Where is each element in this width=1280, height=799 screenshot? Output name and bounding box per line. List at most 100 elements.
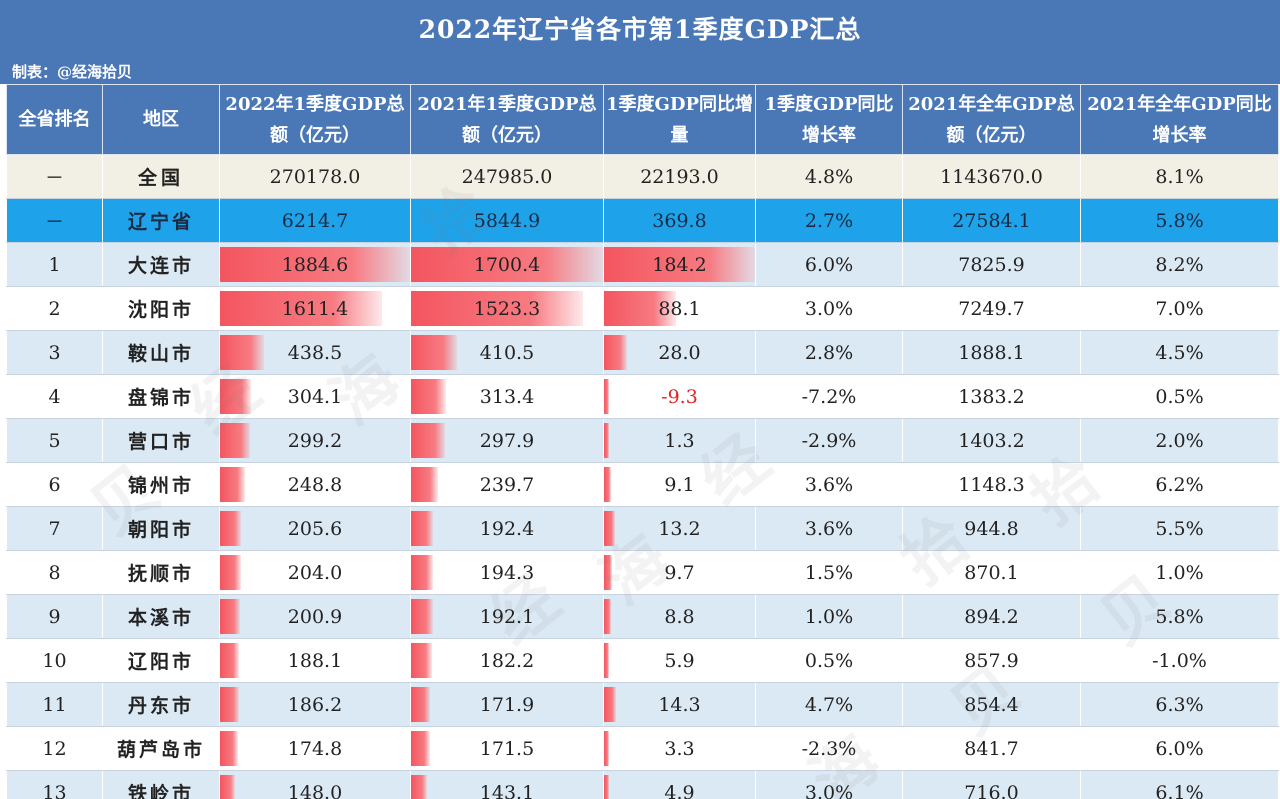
growth-cell[interactable]: 1.5% [755,550,903,595]
gdp-2021q1-cell[interactable]: 143.1 [410,770,604,799]
rank-cell[interactable]: 10 [6,638,103,683]
gdp-2021-cell[interactable]: 854.4 [902,682,1081,727]
column-header-4[interactable]: 2021年1季度GDP总额（亿元） [410,84,604,155]
rank-cell[interactable]: 8 [6,550,103,595]
rank-cell[interactable]: 6 [6,462,103,507]
gdp-2021q1-cell[interactable]: 1523.3 [410,286,604,331]
increase-cell[interactable]: -9.3 [603,374,756,419]
growth-cell[interactable]: -2.3% [755,726,903,771]
region-cell[interactable]: 沈阳市 [102,286,220,331]
growth-2021-cell[interactable]: 6.1% [1080,770,1279,799]
gdp-2021q1-cell[interactable]: 297.9 [410,418,604,463]
gdp-2021q1-cell[interactable]: 171.5 [410,726,604,771]
gdp-2021q1-cell[interactable]: 5844.9 [410,198,604,243]
gdp-2022q1-cell[interactable]: 1611.4 [219,286,411,331]
rank-cell[interactable]: 1 [6,242,103,287]
region-cell[interactable]: 大连市 [102,242,220,287]
region-cell[interactable]: 铁岭市 [102,770,220,799]
gdp-2022q1-cell[interactable]: 248.8 [219,462,411,507]
increase-cell[interactable]: 4.9 [603,770,756,799]
gdp-2021q1-cell[interactable]: 1700.4 [410,242,604,287]
rank-cell[interactable]: － [6,154,103,199]
growth-cell[interactable]: 2.8% [755,330,903,375]
gdp-2021-cell[interactable]: 7825.9 [902,242,1081,287]
gdp-2022q1-cell[interactable]: 200.9 [219,594,411,639]
growth-2021-cell[interactable]: 8.2% [1080,242,1279,287]
region-cell[interactable]: 辽宁省 [102,198,220,243]
growth-2021-cell[interactable]: -1.0% [1080,638,1279,683]
region-cell[interactable]: 鞍山市 [102,330,220,375]
growth-cell[interactable]: 1.0% [755,594,903,639]
region-cell[interactable]: 葫芦岛市 [102,726,220,771]
gdp-2021-cell[interactable]: 870.1 [902,550,1081,595]
increase-cell[interactable]: 5.9 [603,638,756,683]
gdp-2021q1-cell[interactable]: 192.1 [410,594,604,639]
growth-2021-cell[interactable]: 5.8% [1080,198,1279,243]
growth-2021-cell[interactable]: 4.5% [1080,330,1279,375]
gdp-2022q1-cell[interactable]: 438.5 [219,330,411,375]
column-header-7[interactable]: 2021年全年GDP总额（亿元） [902,84,1081,155]
rank-cell[interactable]: 12 [6,726,103,771]
gdp-2021-cell[interactable]: 1383.2 [902,374,1081,419]
gdp-2022q1-cell[interactable]: 204.0 [219,550,411,595]
rank-cell[interactable]: 11 [6,682,103,727]
increase-cell[interactable]: 184.2 [603,242,756,287]
gdp-2022q1-cell[interactable]: 1884.6 [219,242,411,287]
gdp-2022q1-cell[interactable]: 304.1 [219,374,411,419]
rank-cell[interactable]: 3 [6,330,103,375]
region-cell[interactable]: 抚顺市 [102,550,220,595]
growth-2021-cell[interactable]: 6.0% [1080,726,1279,771]
growth-2021-cell[interactable]: 6.3% [1080,682,1279,727]
region-cell[interactable]: 丹东市 [102,682,220,727]
growth-2021-cell[interactable]: 7.0% [1080,286,1279,331]
region-cell[interactable]: 锦州市 [102,462,220,507]
gdp-2022q1-cell[interactable]: 6214.7 [219,198,411,243]
increase-cell[interactable]: 28.0 [603,330,756,375]
growth-2021-cell[interactable]: 5.5% [1080,506,1279,551]
column-header-8[interactable]: 2021年全年GDP同比增长率 [1080,84,1279,155]
growth-cell[interactable]: 3.6% [755,462,903,507]
growth-2021-cell[interactable]: 6.2% [1080,462,1279,507]
column-header-3[interactable]: 2022年1季度GDP总额（亿元） [219,84,411,155]
growth-2021-cell[interactable]: 5.8% [1080,594,1279,639]
increase-cell[interactable]: 13.2 [603,506,756,551]
gdp-2021q1-cell[interactable]: 171.9 [410,682,604,727]
growth-cell[interactable]: 6.0% [755,242,903,287]
rank-cell[interactable]: 4 [6,374,103,419]
increase-cell[interactable]: 88.1 [603,286,756,331]
gdp-2021-cell[interactable]: 1403.2 [902,418,1081,463]
gdp-2021q1-cell[interactable]: 410.5 [410,330,604,375]
gdp-2022q1-cell[interactable]: 188.1 [219,638,411,683]
gdp-2021-cell[interactable]: 1888.1 [902,330,1081,375]
growth-2021-cell[interactable]: 1.0% [1080,550,1279,595]
gdp-2021-cell[interactable]: 1143670.0 [902,154,1081,199]
increase-cell[interactable]: 9.7 [603,550,756,595]
gdp-2021-cell[interactable]: 716.0 [902,770,1081,799]
gdp-2022q1-cell[interactable]: 299.2 [219,418,411,463]
growth-cell[interactable]: 3.6% [755,506,903,551]
growth-cell[interactable]: 4.8% [755,154,903,199]
growth-cell[interactable]: -2.9% [755,418,903,463]
gdp-2021-cell[interactable]: 1148.3 [902,462,1081,507]
rank-cell[interactable]: 5 [6,418,103,463]
growth-2021-cell[interactable]: 2.0% [1080,418,1279,463]
gdp-2021-cell[interactable]: 27584.1 [902,198,1081,243]
gdp-2022q1-cell[interactable]: 205.6 [219,506,411,551]
growth-2021-cell[interactable]: 0.5% [1080,374,1279,419]
increase-cell[interactable]: 22193.0 [603,154,756,199]
region-cell[interactable]: 本溪市 [102,594,220,639]
gdp-2021q1-cell[interactable]: 313.4 [410,374,604,419]
gdp-2021q1-cell[interactable]: 239.7 [410,462,604,507]
rank-cell[interactable]: － [6,198,103,243]
gdp-2021q1-cell[interactable]: 192.4 [410,506,604,551]
column-header-1[interactable]: 全省排名 [6,84,103,155]
increase-cell[interactable]: 1.3 [603,418,756,463]
rank-cell[interactable]: 2 [6,286,103,331]
rank-cell[interactable]: 13 [6,770,103,799]
region-cell[interactable]: 营口市 [102,418,220,463]
gdp-2021-cell[interactable]: 841.7 [902,726,1081,771]
gdp-2022q1-cell[interactable]: 270178.0 [219,154,411,199]
gdp-2022q1-cell[interactable]: 148.0 [219,770,411,799]
rank-cell[interactable]: 7 [6,506,103,551]
growth-cell[interactable]: 4.7% [755,682,903,727]
